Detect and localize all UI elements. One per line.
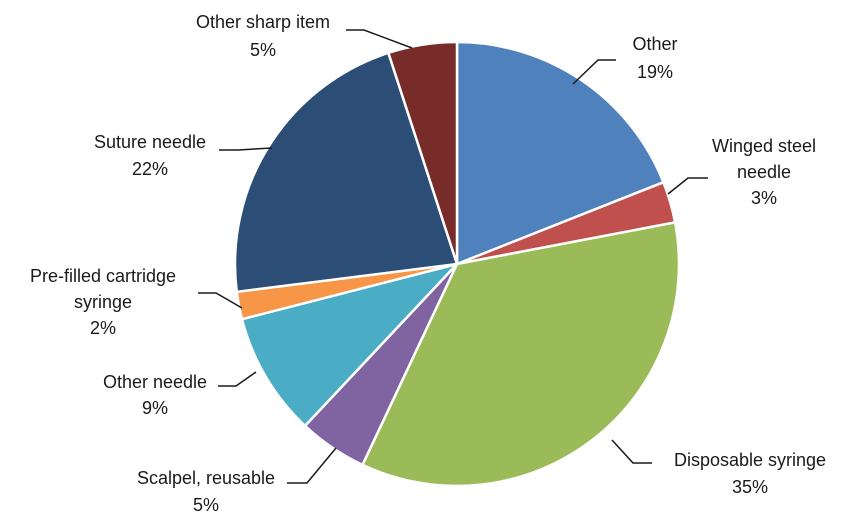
slice-labels: Other 19% Winged steel needle 3% Disposable s… <box>30 12 826 514</box>
pie-slice-suture-needle <box>233 51 459 294</box>
leader-line <box>572 59 616 85</box>
slice-percent-label: 22% <box>132 159 168 179</box>
leader-lines <box>198 29 708 484</box>
leader-line <box>611 439 652 464</box>
leader-line <box>218 371 257 387</box>
leader-line <box>667 177 708 195</box>
slice-category-label: Winged steel <box>712 136 816 156</box>
slice-percent-label: 35% <box>732 477 768 497</box>
slice-category-label: syringe <box>74 292 132 312</box>
slice-percent-label: 9% <box>142 398 168 418</box>
slice-category-label: needle <box>737 162 791 182</box>
leader-line <box>198 292 243 309</box>
slice-percent-label: 19% <box>637 62 673 82</box>
leader-line <box>346 29 413 49</box>
pie-slice-other <box>455 40 666 266</box>
slice-category-label: Suture needle <box>94 132 206 152</box>
leader-line <box>287 447 337 484</box>
pie-slice-other-needle <box>240 261 461 428</box>
pie-slice-disposable-syringe <box>360 220 681 488</box>
slice-percent-label: 2% <box>90 318 116 338</box>
leader-line <box>219 147 273 151</box>
slice-category-label: Other sharp item <box>196 12 330 32</box>
slice-percent-label: 3% <box>751 188 777 208</box>
slice-category-label: Scalpel, reusable <box>137 468 275 488</box>
pie-slices <box>233 40 681 488</box>
slice-category-label: Disposable syringe <box>674 450 826 470</box>
slice-percent-label: 5% <box>193 495 219 514</box>
pie-slice-other-sharp-item <box>386 40 459 265</box>
slice-percent-label: 5% <box>250 40 276 60</box>
slice-category-label: Other <box>632 34 677 54</box>
slice-category-label: Other needle <box>103 372 207 392</box>
slice-category-label: Pre-filled cartridge <box>30 266 176 286</box>
